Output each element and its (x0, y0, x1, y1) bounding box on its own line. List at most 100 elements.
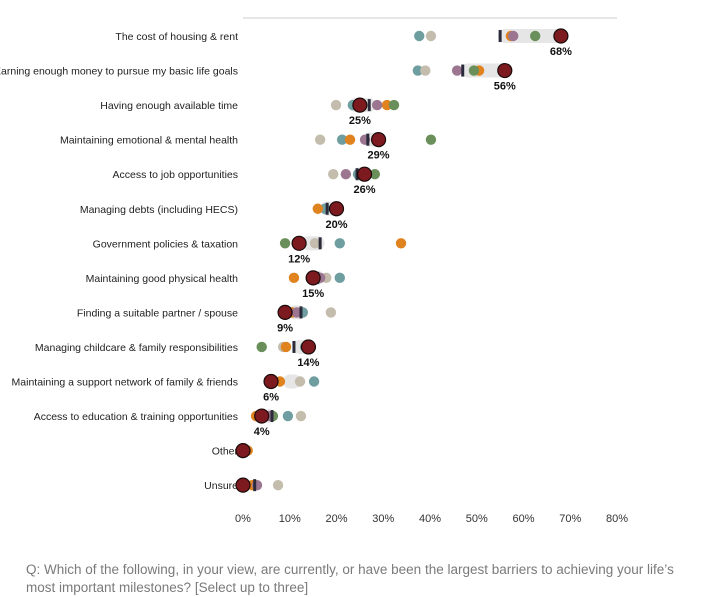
chart-row: Finding a suitable partner / spouse 9% (77, 304, 337, 334)
category-label: Access to education & training opportuni… (34, 411, 238, 423)
data-label: 12% (288, 253, 310, 265)
green-dot (369, 169, 381, 180)
beige-dot (328, 169, 339, 180)
category-label: Managing childcare & family responsibili… (35, 342, 238, 354)
category-label: Maintaining a support network of family … (12, 377, 238, 389)
x-tick-label: 10% (279, 513, 301, 525)
x-tick-label: 20% (325, 513, 347, 525)
x-tick-label: 50% (466, 513, 488, 525)
chart-row: The cost of housing & rent 68% (115, 28, 572, 58)
beige-dot (309, 238, 321, 249)
beige-dot (330, 99, 342, 111)
beige-dot (420, 65, 431, 76)
category-label: The cost of housing & rent (115, 31, 238, 43)
chart-row: Government policies & taxation 12% (93, 235, 407, 265)
benchmark-marker (292, 340, 296, 353)
main-dot (497, 62, 513, 79)
category-label: Access to job opportunities (113, 169, 239, 181)
category-label: Government policies & taxation (93, 238, 238, 250)
benchmark-marker (253, 479, 257, 492)
green-dot (425, 134, 437, 145)
survey-question: Q: Which of the following, in your view,… (26, 562, 674, 595)
category-label: Unsure (204, 480, 238, 492)
benchmark-marker (299, 306, 303, 319)
data-label: 20% (325, 219, 347, 231)
benchmark-marker (270, 410, 274, 423)
x-tick-label: 0% (235, 513, 251, 525)
orange-dot (312, 203, 323, 214)
main-dot (235, 477, 251, 493)
x-tick-label: 30% (372, 513, 394, 525)
category-label: Managing debts (including HECS) (80, 204, 238, 216)
category-label: Maintaining good physical health (86, 273, 239, 285)
beige-dot (314, 134, 326, 145)
main-dot (291, 235, 307, 251)
category-label: Maintaining emotional & mental health (60, 135, 238, 147)
orange-dot (395, 238, 407, 249)
x-tick-label: 60% (512, 513, 534, 525)
chart-row: Unsure (204, 477, 284, 493)
main-dot (263, 373, 279, 390)
beige-dot (294, 376, 306, 387)
teal-dot (414, 30, 425, 42)
green-dot (529, 30, 541, 42)
chart-row: Having enough available time 25% (100, 97, 400, 127)
teal-dot (282, 410, 294, 422)
green-dot (468, 65, 480, 76)
benchmark-marker (367, 99, 371, 112)
data-label: 4% (254, 426, 270, 438)
data-label: 14% (297, 357, 319, 369)
green-dot (388, 99, 400, 111)
category-label: Other (212, 446, 239, 458)
data-label: 29% (368, 150, 390, 162)
data-label: 68% (550, 46, 572, 58)
purple-dot (508, 30, 519, 42)
main-dot (235, 443, 251, 459)
dot-plot-chart: The cost of housing & rent 68% Earning eno… (0, 17, 628, 525)
benchmark-marker (366, 133, 370, 146)
chart-row: Other (212, 443, 253, 459)
x-tick-label: 40% (419, 513, 441, 525)
main-dot (553, 28, 569, 44)
orange-dot (344, 134, 356, 145)
chart-row: Maintaining emotional & mental health 29% (60, 132, 437, 162)
chart-row: Managing childcare & family responsibili… (35, 339, 320, 369)
benchmark-marker (318, 237, 322, 250)
beige-dot (425, 30, 437, 42)
x-tick-label: 80% (606, 513, 628, 525)
category-label: Having enough available time (100, 100, 238, 112)
teal-dot (336, 134, 348, 145)
beige-dot (325, 307, 337, 318)
chart-row: Maintaining good physical health 15% (86, 270, 345, 300)
chart-row: Access to job opportunities 26% (113, 166, 381, 196)
main-dot (305, 270, 321, 286)
category-label: Finding a suitable partner / spouse (77, 307, 238, 319)
teal-dot (308, 376, 320, 387)
orange-dot (288, 272, 300, 284)
main-dot (370, 132, 387, 148)
main-dot (328, 201, 345, 217)
data-label: 26% (354, 184, 376, 196)
chart-row: Earning enough money to pursue my basic … (0, 62, 516, 93)
data-label: 25% (349, 115, 371, 127)
data-label: 15% (302, 288, 324, 300)
main-dot (300, 339, 317, 355)
beige-dot (272, 479, 284, 491)
purple-dot (451, 65, 463, 76)
teal-dot (334, 272, 345, 284)
chart-row: Managing debts (including HECS) 20% (80, 201, 348, 231)
category-label: Earning enough money to pursue my basic … (0, 66, 238, 78)
chart-row: Access to education & training opportuni… (34, 408, 307, 438)
beige-dot (295, 410, 307, 422)
teal-dot (412, 65, 424, 76)
benchmark-marker (461, 64, 465, 77)
main-dot (352, 97, 368, 113)
data-label: 9% (277, 322, 293, 334)
main-dot (356, 166, 373, 182)
main-dot (254, 408, 270, 424)
purple-dot (371, 99, 383, 111)
purple-dot (340, 169, 352, 180)
benchmark-marker (325, 202, 329, 215)
data-label: 56% (494, 81, 516, 93)
green-dot (279, 238, 291, 249)
